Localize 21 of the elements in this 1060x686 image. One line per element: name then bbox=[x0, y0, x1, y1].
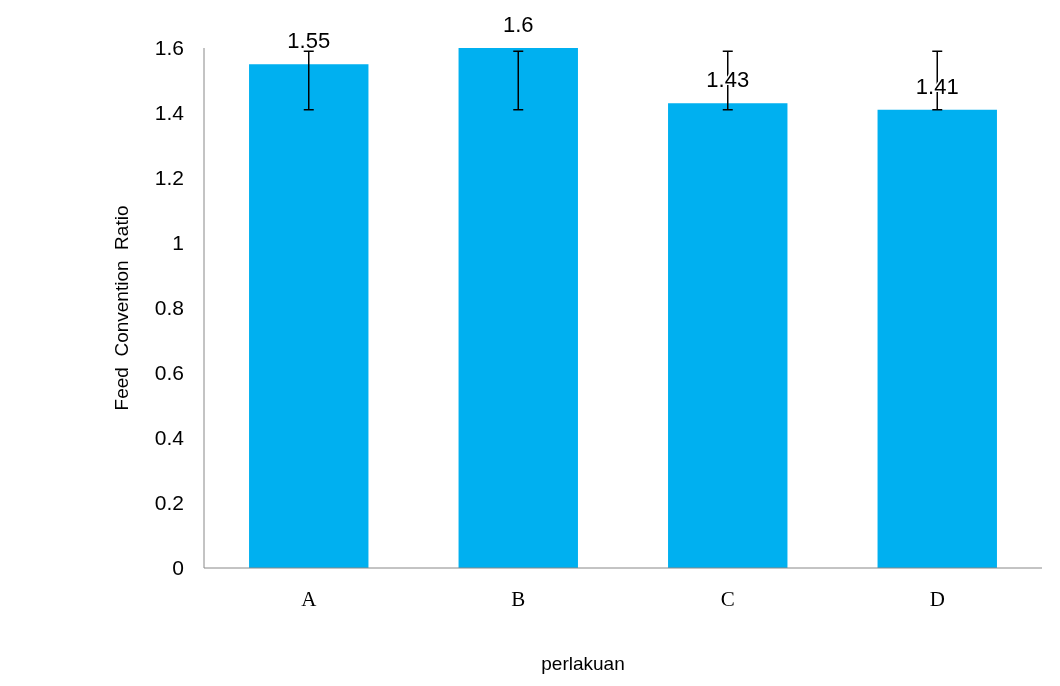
x-tick-label: B bbox=[511, 587, 526, 611]
x-tick-label: C bbox=[720, 587, 735, 611]
y-tick-label: 0.2 bbox=[154, 491, 184, 515]
y-tick-label: 1.6 bbox=[154, 36, 184, 60]
bar bbox=[458, 48, 578, 568]
y-axis-title: Feed Convention Ratio bbox=[111, 205, 132, 411]
data-label: 1.55 bbox=[287, 28, 331, 54]
y-tick-label: 1.4 bbox=[154, 101, 185, 125]
x-axis-title: perlakuan bbox=[541, 653, 625, 674]
y-tick-label: 0.6 bbox=[154, 361, 184, 385]
y-tick-label: 1.2 bbox=[154, 166, 184, 190]
y-tick-label: 0.4 bbox=[154, 426, 185, 450]
bar bbox=[877, 109, 997, 568]
data-label: 1.6 bbox=[502, 12, 534, 37]
y-tick-label: 0.8 bbox=[154, 296, 184, 320]
bar bbox=[668, 103, 788, 568]
bar bbox=[249, 64, 369, 568]
x-tick-label: D bbox=[929, 587, 945, 611]
y-tick-label: 0 bbox=[172, 556, 184, 580]
y-tick-label: 1 bbox=[172, 231, 184, 255]
x-tick-label: A bbox=[301, 587, 318, 611]
